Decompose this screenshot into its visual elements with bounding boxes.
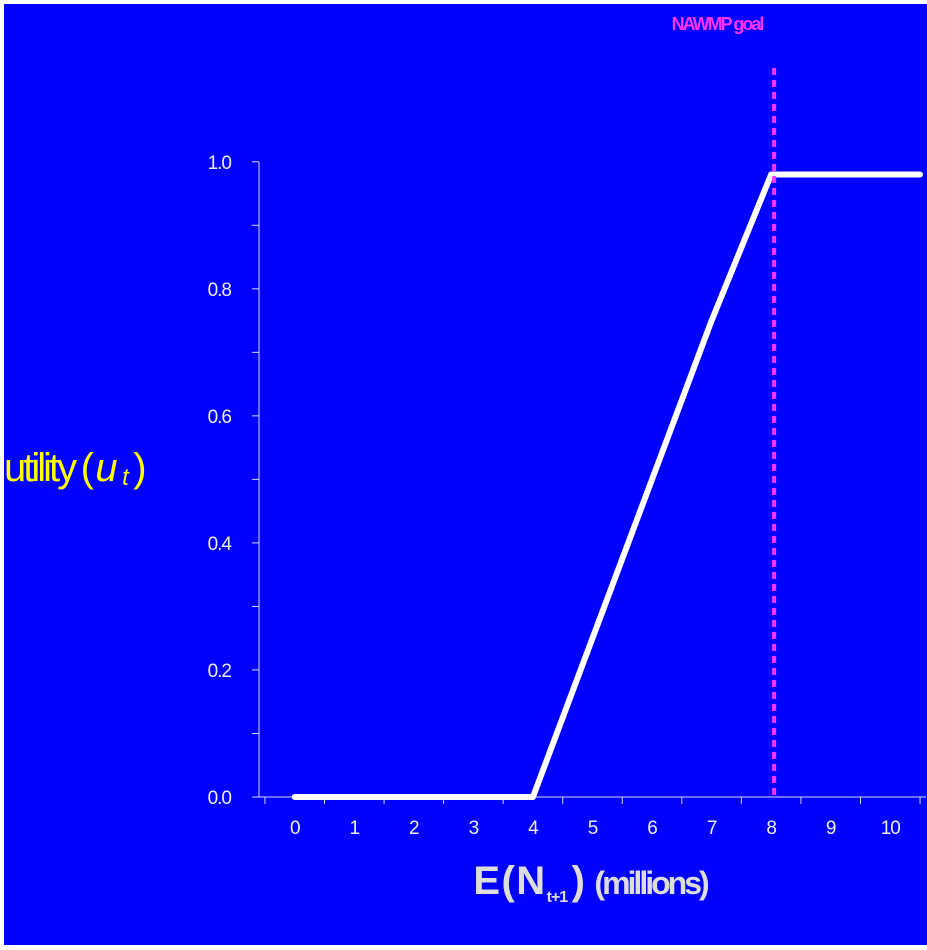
x-axis-label-close-paren: ): [572, 859, 584, 903]
y-tick-label: 0.6: [208, 407, 232, 428]
utility-series-line: [291, 171, 924, 800]
ticks: 0.0 0.2 0.4 0.6 0.8 1.0 0 1 2 3 4 5 6 7 8 9 10: [208, 153, 921, 839]
x-tick-label: 10: [881, 818, 901, 839]
y-axis-label-subscript: t: [122, 464, 130, 491]
y-tick-label: 0.8: [208, 280, 232, 301]
y-tick-label: 0.0: [208, 788, 232, 809]
x-axis-label-subscript: t+1: [547, 889, 569, 906]
x-tick-label: 7: [707, 818, 717, 839]
x-tick-label: 2: [409, 818, 419, 839]
x-tick-label: 6: [647, 818, 657, 839]
series: [291, 171, 924, 800]
y-tick-label: 0.2: [208, 661, 232, 682]
x-tick-label: 4: [528, 818, 539, 839]
x-axis-label-n: N: [516, 859, 543, 903]
y-tick-label: 0.4: [208, 534, 233, 555]
y-axis-label: utility ( u t ): [4, 446, 144, 491]
x-tick-label: 8: [766, 818, 776, 839]
x-tick-label: 1: [349, 818, 359, 839]
x-axis-label-e: E: [473, 859, 499, 903]
y-axis-label-word: utility: [4, 446, 77, 490]
y-axis-label-close-paren: ): [133, 446, 144, 490]
x-axis-label: E ( N t+1 ) (millions): [473, 859, 709, 906]
y-tick-label: 1.0: [208, 153, 232, 174]
y-axis-label-variable: u: [95, 446, 117, 490]
x-tick-label: 5: [588, 818, 598, 839]
goal-annotation-label: NAWMP goal: [672, 14, 764, 34]
x-tick-label: 9: [826, 818, 836, 839]
x-axis-label-unit: (millions): [594, 865, 709, 901]
x-tick-label: 3: [469, 818, 479, 839]
x-tick-label: 0: [290, 818, 300, 839]
